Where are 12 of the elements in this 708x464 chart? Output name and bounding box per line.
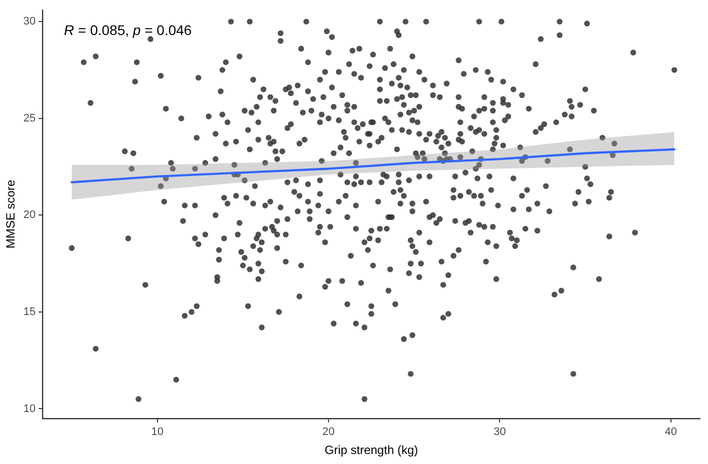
y-axis-title: MMSE score	[4, 180, 18, 249]
y-tick-label: 15	[23, 306, 36, 318]
annotation: R = 0.085, p = 0.046	[64, 22, 192, 38]
x-tick-label: 30	[494, 426, 506, 438]
x-tick-label: 40	[664, 426, 678, 438]
x-tick-label: 20	[322, 426, 335, 438]
x-tick-label: 10	[151, 426, 164, 438]
y-tick-label: 30	[23, 16, 36, 28]
y-tick-label: 10	[23, 402, 36, 415]
x-axis-title: Grip strength (kg)	[324, 443, 418, 458]
y-tick-label: 25	[23, 112, 36, 124]
y-tick-label: 20	[23, 209, 36, 222]
